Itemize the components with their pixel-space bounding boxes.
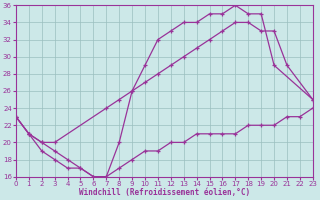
X-axis label: Windchill (Refroidissement éolien,°C): Windchill (Refroidissement éolien,°C) — [79, 188, 250, 197]
